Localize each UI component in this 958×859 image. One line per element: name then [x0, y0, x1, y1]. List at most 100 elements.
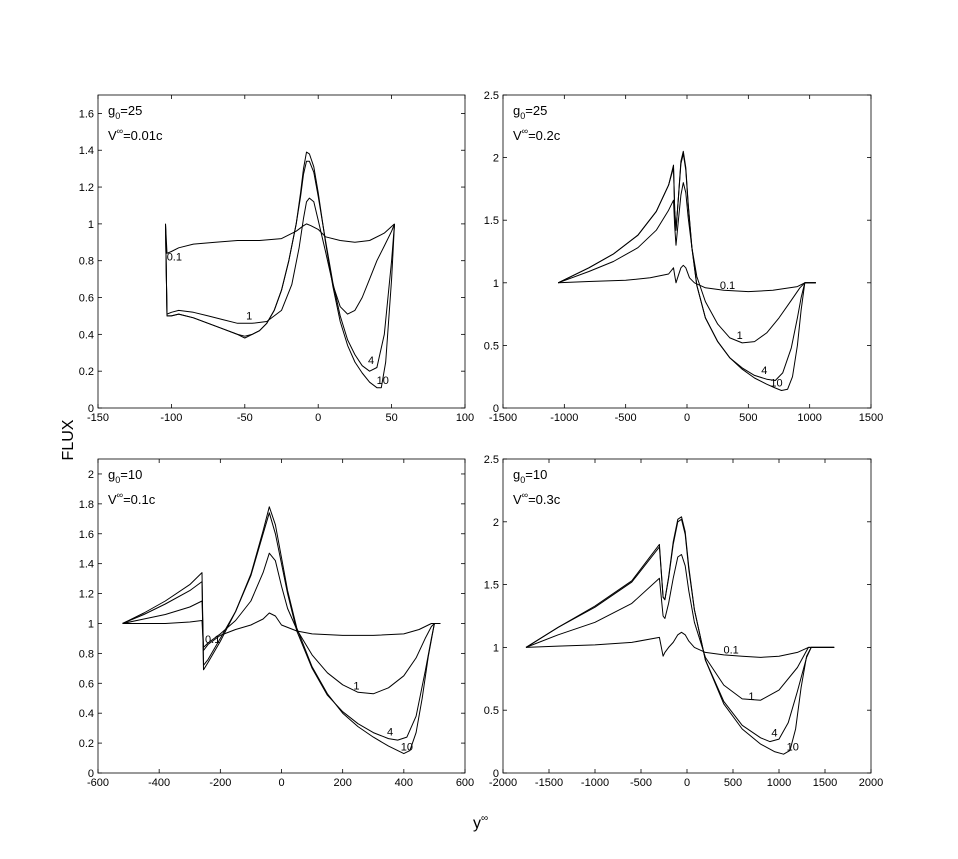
series-line-1 [165, 197, 395, 324]
curve-label: 0.1 [167, 252, 182, 264]
curve-label: 0.1 [720, 280, 735, 292]
x-tick-label: 200 [333, 777, 351, 789]
plot-frame [97, 94, 466, 409]
curve-label: 1 [748, 691, 754, 703]
x-tick-label: 0 [684, 777, 690, 789]
x-tick-label: 100 [456, 412, 474, 424]
annotation-v: V∞=0.2c [513, 126, 561, 143]
x-tick-label: 1500 [859, 412, 883, 424]
y-tick-label: 1.6 [79, 108, 94, 120]
y-tick-label: 2 [493, 153, 499, 165]
x-tick-label: 1000 [797, 412, 821, 424]
y-tick-label: 1.5 [484, 215, 499, 227]
series-line-1 [558, 182, 816, 344]
y-axis-label: FLUX [60, 419, 77, 460]
y-tick-label: 0.4 [79, 708, 94, 720]
x-tick-label: -2000 [489, 777, 517, 789]
x-tick-label: 2000 [859, 777, 883, 789]
y-tick-label: 0.8 [79, 648, 94, 660]
curve-label: 4 [771, 728, 777, 740]
series-line-4 [122, 512, 441, 741]
x-axis-label-sup: ∞ [481, 813, 488, 824]
x-tick-label: 1000 [767, 777, 791, 789]
series-line-10 [122, 506, 441, 755]
x-tick-label: 1500 [813, 777, 837, 789]
annotation-g0: g0=10 [513, 467, 547, 485]
series-line-0.1 [558, 264, 816, 293]
y-tick-label: 0.6 [79, 678, 94, 690]
x-tick-label: 0 [684, 412, 690, 424]
y-tick-label: 1 [88, 219, 94, 231]
y-tick-label: 0 [493, 403, 499, 415]
x-tick-label: -200 [209, 777, 231, 789]
x-tick-label: -100 [160, 412, 182, 424]
y-tick-label: 2 [493, 517, 499, 529]
panel-4: -2000 -1500 -1000 -500 0 500 1000 1500 2000 0 0.5 1… [484, 454, 884, 789]
y-tick-label: 1.4 [79, 145, 94, 157]
x-tick-label: 500 [739, 412, 757, 424]
x-tick-label: -1000 [550, 412, 578, 424]
x-tick-label: 500 [724, 777, 742, 789]
series-line-0.1 [165, 223, 395, 254]
x-tick-label: -600 [87, 777, 109, 789]
annotation-g0: g0=25 [108, 103, 142, 121]
annotation-v: V∞=0.1c [108, 490, 156, 507]
y-tick-label: 2 [88, 469, 94, 481]
annotation-v: V∞=0.01c [108, 126, 163, 143]
series-line-4 [165, 160, 395, 372]
x-tick-label: 50 [385, 412, 397, 424]
series-line-1 [525, 554, 835, 701]
x-tick-label: 0 [278, 777, 284, 789]
y-tick-label: 0.2 [79, 738, 94, 750]
y-tick-label: 1.5 [484, 580, 499, 592]
x-tick-label: -1500 [535, 777, 563, 789]
x-tick-label: -400 [148, 777, 170, 789]
y-tick-label: 0 [88, 403, 94, 415]
x-tick-label: 400 [395, 777, 413, 789]
series-line-10 [525, 516, 835, 755]
series-line-0.1 [525, 631, 835, 658]
y-tick-label: 1.4 [79, 559, 94, 571]
x-tick-label: 600 [456, 777, 474, 789]
y-tick-label: 1 [88, 618, 94, 630]
y-tick-label: 0.5 [484, 705, 499, 717]
panel-1: -150 -100 -50 0 50 100 0 0.2 0.4 0.6 0.8 1 1.2 1.4 1.6… [79, 94, 474, 424]
y-tick-label: 2.5 [484, 90, 499, 102]
series-line-10 [165, 151, 395, 389]
y-tick-label: 1.6 [79, 529, 94, 541]
annotation-g0: g0=25 [513, 103, 547, 121]
x-tick-label: -150 [87, 412, 109, 424]
y-tick-label: 1.8 [79, 499, 94, 511]
curve-label: 10 [401, 742, 413, 754]
x-tick-label: 0 [315, 412, 321, 424]
x-tick-label: -1000 [581, 777, 609, 789]
x-axis-label: y∞ [473, 813, 488, 832]
curve-label: 1 [246, 311, 252, 323]
curve-label: 10 [770, 378, 782, 390]
curve-label: 1 [737, 330, 743, 342]
curve-label: 10 [787, 741, 799, 753]
y-tick-label: 0 [88, 768, 94, 780]
curve-label: 0.1 [205, 634, 220, 646]
series-line-0.1 [122, 612, 441, 651]
panels-group: -150 -100 -50 0 50 10000.20.40.60.811.21.41.6… [79, 90, 884, 789]
annotation-v: V∞=0.3c [513, 490, 561, 507]
series-line-10 [557, 150, 816, 391]
curve-label: 0.1 [724, 645, 739, 657]
curve-label: 4 [387, 727, 393, 739]
y-tick-label: 1 [493, 278, 499, 290]
x-tick-label: -1500 [489, 412, 517, 424]
y-tick-label: 1 [493, 642, 499, 654]
y-tick-label: 0.4 [79, 329, 94, 341]
annotation-g0: g0=10 [108, 467, 142, 485]
x-axis-label-base: y [473, 815, 481, 832]
y-tick-label: 0.2 [79, 366, 94, 378]
curve-label: 1 [353, 680, 359, 692]
y-tick-label: 0 [493, 768, 499, 780]
y-tick-label: 0.8 [79, 256, 94, 268]
panel-2: -1500 -1000 -500 0 500 1000 1500 0 0.5 1 1.5 2 2.5 0.… [484, 90, 884, 424]
curve-label: 4 [368, 355, 374, 367]
panel-3: -600 -400 -200 0 200 400 600 0 0.2 0.4 0.6 0.8 1 1.2 1… [79, 458, 474, 789]
y-tick-label: 0.5 [484, 340, 499, 352]
